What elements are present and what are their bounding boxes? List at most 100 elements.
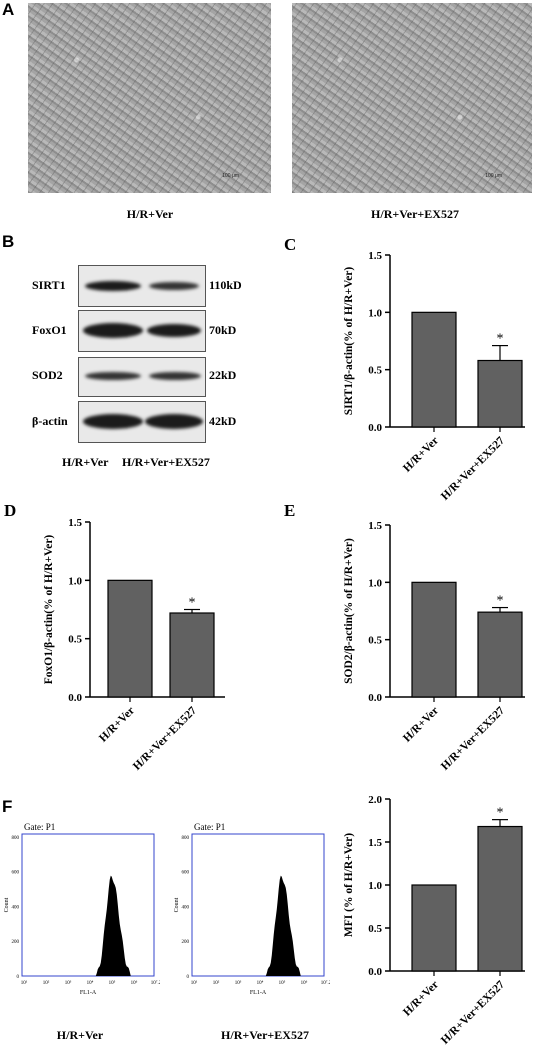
- y-tick-label: 1.0: [368, 307, 382, 319]
- scale-bar-right: 100 μm: [485, 173, 502, 179]
- y-tick-label: 0: [187, 975, 190, 980]
- x-axis-label: FL1-A: [80, 990, 97, 996]
- x-tick-label: H/R+Ver+EX527: [131, 704, 199, 772]
- y-tick-label: 0.0: [68, 692, 82, 704]
- x-tick-label: 10³: [65, 980, 72, 986]
- blot-kd-actin: 42kD: [209, 414, 237, 428]
- micrograph-left: 100 μm: [28, 3, 271, 193]
- blot-row-sirt1: [78, 265, 206, 307]
- band: [83, 414, 143, 429]
- y-tick-label: 1.5: [368, 837, 382, 849]
- micrograph-right: 100 μm: [292, 3, 532, 193]
- bar: [107, 579, 153, 698]
- blot-row-actin: [78, 401, 206, 443]
- caption-f-left: H/R+Ver: [56, 1028, 104, 1042]
- y-tick-label: 0: [17, 975, 20, 980]
- y-tick-label: 600: [12, 871, 20, 876]
- histogram-right: Gate: P1 0 200 400 600 800 Count 10¹ 10² 10³ 10⁴ 10…: [174, 822, 330, 996]
- y-axis-label: SOD2/β-actin(% of H/R+Ver): [343, 538, 355, 684]
- y-tick-label: 400: [182, 905, 190, 910]
- x-tick-label: H/R+Ver+EX527: [439, 434, 507, 502]
- significance-marker: *: [497, 332, 504, 347]
- x-tick-label: 10⁴: [257, 980, 264, 986]
- x-tick-label: 10⁶: [301, 980, 308, 986]
- x-tick-label: 10⁷.2: [151, 980, 160, 986]
- y-tick-label: 2.0: [368, 794, 382, 806]
- y-tick-label: 0.5: [368, 635, 382, 647]
- y-tick-label: 1.0: [68, 575, 82, 587]
- gate-label: Gate: P1: [194, 822, 225, 832]
- caption-a-right: H/R+Ver+EX527: [371, 207, 459, 221]
- x-tick-label: 10⁶: [131, 980, 138, 986]
- y-tick-label: 0.5: [368, 365, 382, 377]
- blot-row-sod2: [78, 357, 206, 397]
- panel-letter-a: A: [2, 0, 15, 19]
- y-tick-label: 1.0: [368, 880, 382, 892]
- blot-kd-sirt1: 110kD: [209, 278, 242, 292]
- blot-label-foxo1: FoxO1: [32, 323, 67, 337]
- caption-f-right: H/R+Ver+EX527: [221, 1028, 309, 1042]
- x-tick-label: 10²: [43, 980, 50, 986]
- bar: [477, 825, 523, 972]
- x-axis-label: FL1-A: [250, 990, 267, 996]
- x-tick-label: H/R+Ver: [401, 435, 441, 475]
- y-axis-label: Count: [4, 897, 10, 912]
- band: [83, 323, 143, 338]
- bar: [169, 612, 215, 698]
- x-tick-label: H/R+Ver+EX527: [439, 704, 507, 772]
- y-tick-label: 1.5: [368, 520, 382, 532]
- blot-kd-sod2: 22kD: [209, 368, 237, 382]
- x-tick-label: 10⁴: [87, 980, 94, 986]
- significance-marker: *: [189, 596, 196, 611]
- plot-frame: [21, 833, 155, 977]
- bar: [411, 884, 457, 972]
- chart-mfi: 0.0 0.5 1.0 1.5 2.0 MFI (% of H/R+Ver) H/R+Ver…: [343, 794, 525, 1047]
- y-tick-label: 0.5: [368, 923, 382, 935]
- x-tick-label: 10¹: [191, 980, 198, 986]
- y-tick-label: 800: [182, 836, 190, 841]
- y-tick-label: 0.0: [368, 966, 382, 978]
- caption-a-left: H/R+Ver: [126, 207, 174, 221]
- y-tick-label: 0.5: [68, 634, 82, 646]
- panel-letter: D: [4, 501, 16, 520]
- blot-lane-1: H/R+Ver: [62, 455, 109, 469]
- x-tick-label: 10¹: [21, 980, 28, 986]
- y-tick-label: 1.0: [368, 577, 382, 589]
- significance-marker: *: [497, 594, 504, 609]
- band: [149, 372, 201, 380]
- bar: [477, 611, 523, 698]
- significance-marker: *: [497, 806, 504, 821]
- blot-label-sirt1: SIRT1: [32, 278, 66, 292]
- blot-row-foxo1: [78, 310, 206, 352]
- y-tick-label: 1.5: [68, 517, 82, 529]
- y-tick-label: 800: [12, 836, 20, 841]
- chart-d: D 0.0 0.5 1.0 1.5 FoxO1/β-actin(% of H/R+Ver)…: [4, 501, 225, 773]
- x-tick-label: 10⁷.2: [321, 980, 330, 986]
- y-tick-label: 1.5: [368, 250, 382, 262]
- panel-letter: C: [284, 235, 296, 254]
- x-tick-label: 10²: [213, 980, 220, 986]
- histogram-peak: [95, 875, 132, 976]
- gate-label: Gate: P1: [24, 822, 55, 832]
- y-tick-label: 400: [12, 905, 20, 910]
- x-tick-label: 10³: [235, 980, 242, 986]
- blot-lane-2: H/R+Ver+EX527: [122, 455, 210, 469]
- x-tick-label: 10⁵: [109, 980, 116, 986]
- panel-letter-b: B: [2, 232, 15, 251]
- bar: [477, 359, 523, 428]
- y-tick-label: 600: [182, 871, 190, 876]
- y-axis-label: FoxO1/β-actin(% of H/R+Ver): [43, 535, 55, 685]
- scale-bar-left: 100 μm: [222, 173, 239, 179]
- x-tick-label: H/R+Ver: [401, 705, 441, 745]
- chart-e: E 0.0 0.5 1.0 1.5 SOD2/β-actin(% of H/R+Ver) H…: [284, 501, 525, 773]
- y-axis-label: Count: [174, 897, 180, 912]
- y-tick-label: 200: [182, 940, 190, 945]
- chart-c: C 0.0 0.5 1.0 1.5 SIRT1/β-actin(% of H/R+Ver)…: [284, 235, 525, 503]
- y-tick-label: 0.0: [368, 692, 382, 704]
- x-tick-label: H/R+Ver+EX527: [439, 978, 507, 1046]
- histogram-left: Gate: P1 0 200 400 600 800 Count 10¹ 10² 10³ 10⁴ 10…: [4, 822, 160, 996]
- band: [147, 324, 201, 337]
- y-axis-label: MFI (% of H/R+Ver): [343, 833, 355, 937]
- bar: [411, 581, 457, 698]
- band: [149, 282, 199, 290]
